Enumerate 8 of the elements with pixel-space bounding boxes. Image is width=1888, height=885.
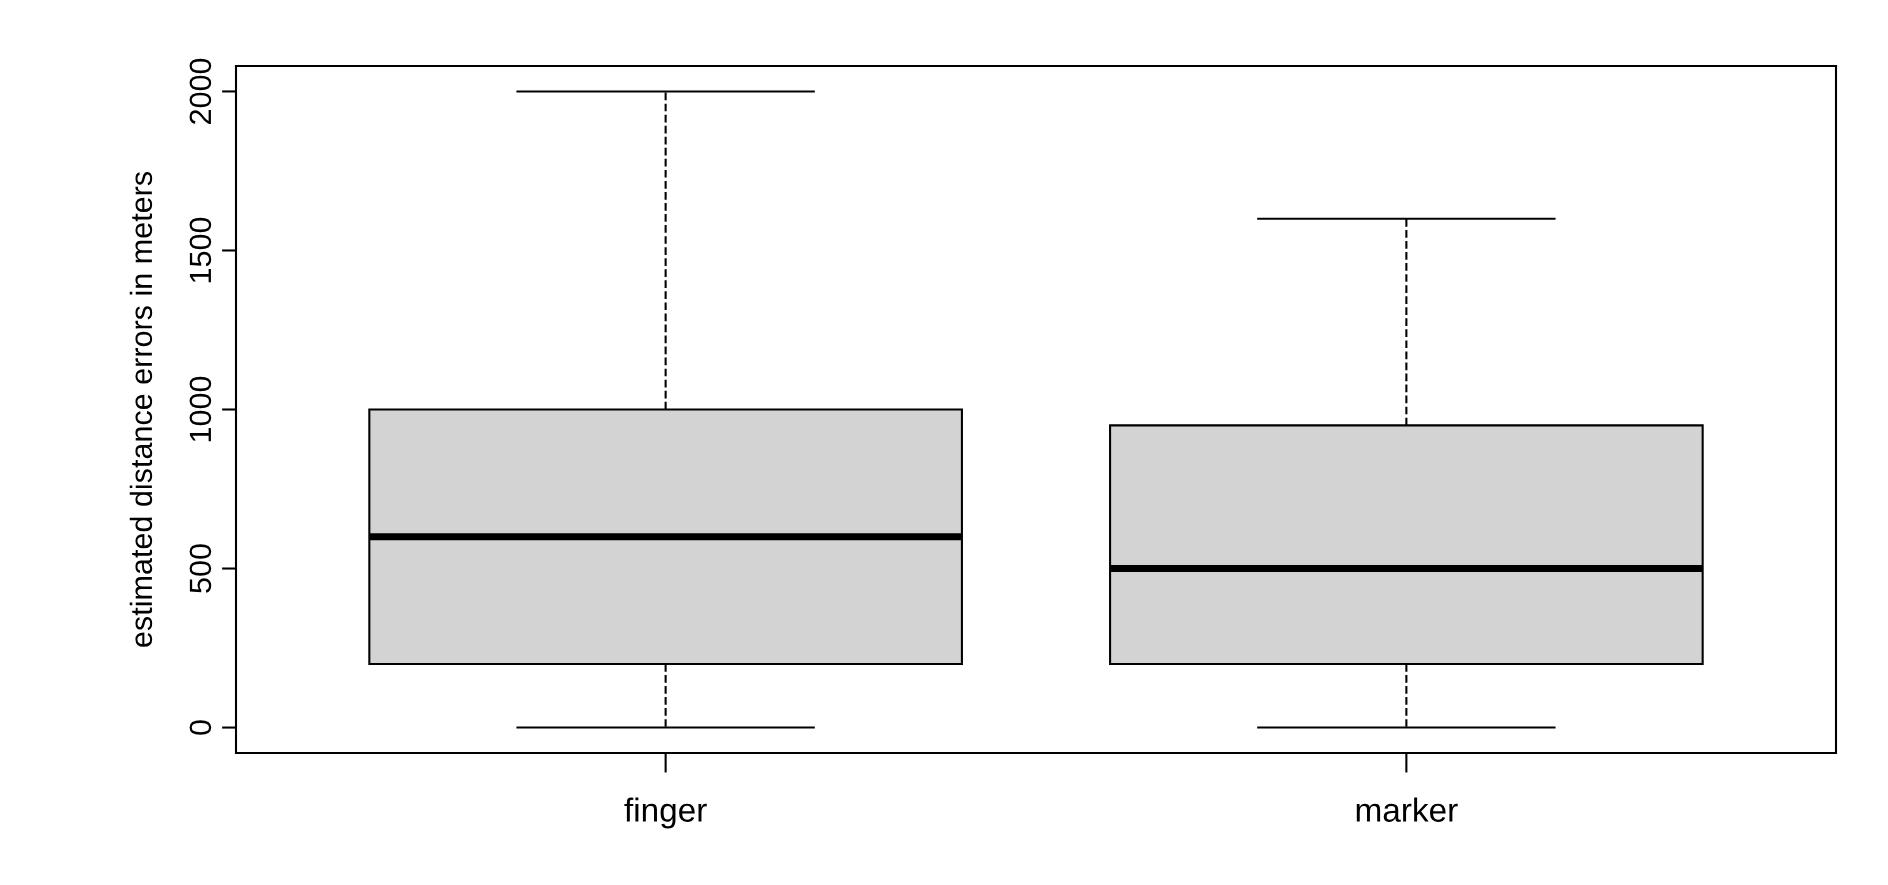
y-tick-label: 500: [189, 544, 212, 593]
y-tick-label: 1000: [189, 376, 212, 442]
y-tick-label: 0: [189, 720, 212, 735]
y-axis-title: estimated distance errors in meters: [129, 171, 153, 647]
x-tick-label: finger: [624, 797, 707, 829]
y-tick-label: 2000: [189, 58, 212, 124]
x-tick-label: marker: [1356, 797, 1458, 822]
y-tick-label: 1500: [189, 217, 212, 283]
